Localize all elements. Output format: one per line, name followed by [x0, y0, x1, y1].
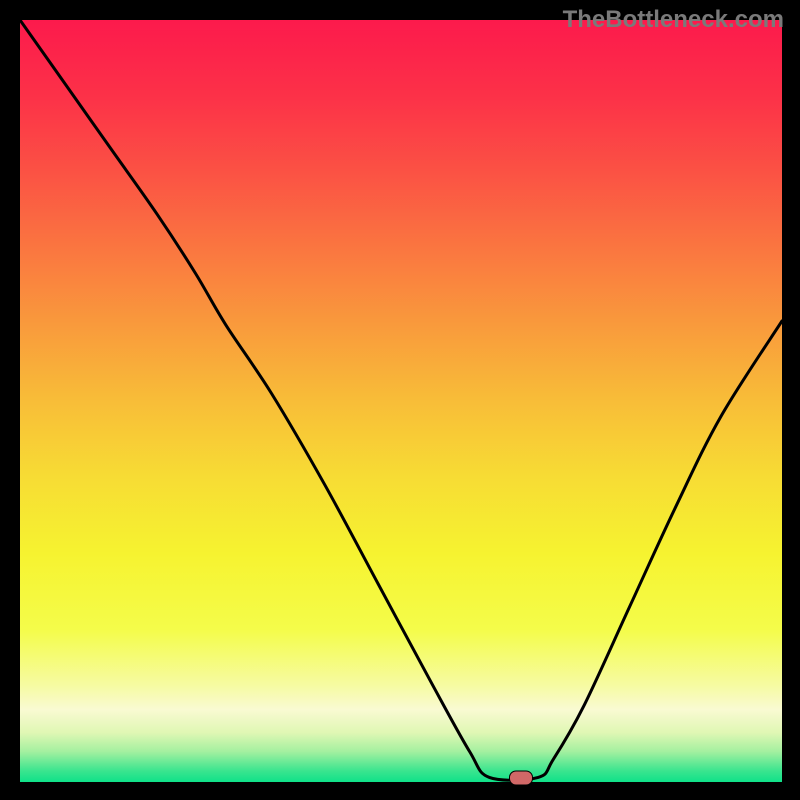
bottleneck-curve	[20, 20, 782, 782]
chart-container	[20, 20, 782, 782]
optimal-point-marker	[509, 771, 533, 786]
watermark-text: TheBottleneck.com	[563, 6, 784, 34]
